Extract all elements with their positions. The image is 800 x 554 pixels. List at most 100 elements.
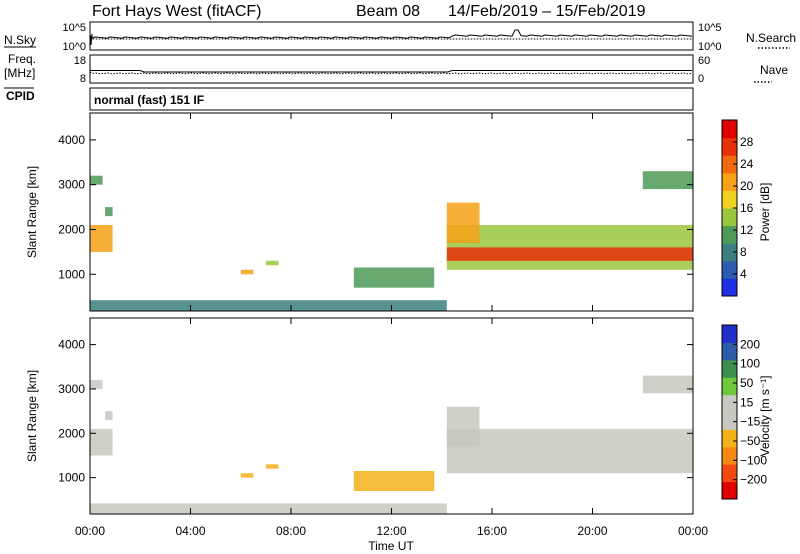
- power-scatter-region-0: [90, 225, 113, 252]
- freq-unit: [MHz]: [4, 66, 35, 80]
- time-tick-label-3: 12:00: [376, 524, 406, 538]
- power-colorbar-swatch-0: [722, 278, 737, 297]
- velocity-colorbar-swatch-7: [722, 359, 737, 378]
- velocity-ylabel: Slant Range [km]: [25, 370, 39, 462]
- velocity-axis-ticks: 1000 2000 3000 4000: [58, 318, 694, 514]
- time-tick-label-2: 08:00: [276, 524, 306, 538]
- nave-tick-bottom: 0: [698, 73, 704, 85]
- power-colorbar-swatch-3: [722, 225, 737, 244]
- power-colorbar-swatch-5: [722, 190, 737, 209]
- velocity-colorbar-tick-label-0: 200: [740, 337, 760, 351]
- power-axis-ticks: 1000 2000 3000 4000: [58, 113, 694, 311]
- velocity-scatter-region-4: [265, 464, 279, 469]
- velocity-scatter-region-1: [90, 380, 103, 389]
- velocity-ytick-label-2: 3000: [58, 382, 85, 396]
- power-scatter-region-2: [105, 207, 113, 217]
- power-colorbar-tick-label-4: 12: [740, 223, 754, 237]
- power-scatter-region-4: [265, 260, 279, 266]
- time-tick-label-4: 16:00: [477, 524, 507, 538]
- power-colorbar-tick-label-6: 4: [740, 267, 747, 281]
- freq-tick-top: 18: [74, 55, 86, 67]
- velocity-colorbar-tick-label-3: 15: [740, 395, 754, 409]
- power-colorbar-tick-label-5: 8: [740, 245, 747, 259]
- power-ytick-label-2: 3000: [58, 178, 85, 192]
- velocity-colorbar-swatch-9: [722, 325, 737, 343]
- freq-tick-bottom: 8: [80, 73, 86, 85]
- power-scatter-region-6: [353, 267, 435, 288]
- time-axis-ticks: 00:00 04:00 08:00 12:00 16:00 20:00 00:00: [75, 524, 708, 538]
- nsky-tick-top: 10^5: [62, 22, 86, 34]
- station-title: Fort Hays West (fitACF): [92, 3, 262, 20]
- beam-label: Beam 08: [356, 3, 420, 20]
- nave-label: Nave: [760, 63, 788, 77]
- nsearch-label: N.Search: [746, 31, 796, 45]
- power-colorbar: 28 24 20 16 12 8 4: [721, 119, 754, 297]
- power-ylabel: Slant Range [km]: [25, 166, 39, 258]
- power-colorbar-swatch-4: [722, 208, 737, 227]
- power-colorbar-swatch-2: [722, 243, 737, 262]
- power-scatter-region-5: [90, 300, 447, 311]
- power-scatter-region-9: [446, 202, 480, 243]
- velocity-colorbar: 200 100 50 15 −15 −50 −100 −200: [721, 324, 767, 500]
- velocity-colorbar-tick-label-6: −100: [740, 453, 767, 467]
- nsearch-series-line: [89, 37, 692, 40]
- time-tick-label-1: 04:00: [175, 524, 205, 538]
- power-ytick-label-0: 1000: [58, 267, 85, 281]
- nave-series-line: [89, 71, 693, 75]
- velocity-scatter-region-3: [240, 473, 254, 478]
- velocity-colorbar-tick-label-4: −15: [740, 415, 761, 429]
- velocity-colorbar-tick-label-5: −50: [740, 434, 761, 448]
- velocity-colorbar-swatch-3: [722, 429, 737, 448]
- power-scatter-region-8: [446, 247, 693, 261]
- nsearch-tick-top: 10^5: [698, 22, 722, 34]
- velocity-colorbar-tick-label-7: −200: [740, 473, 767, 487]
- velocity-scatter-region-2: [105, 411, 113, 420]
- cpid-strip-frame: [89, 87, 694, 111]
- power-colorbar-label: Power [dB]: [758, 183, 772, 242]
- velocity-scatter-region-9: [642, 375, 694, 394]
- time-tick-label-0: 00:00: [75, 524, 105, 538]
- time-tick-label-5: 20:00: [577, 524, 607, 538]
- cpid-text: normal (fast) 151 IF: [94, 93, 204, 107]
- freq-label: Freq.: [8, 52, 36, 66]
- power-colorbar-swatch-7: [722, 155, 737, 174]
- power-colorbar-tick-label-1: 24: [740, 157, 754, 171]
- power-colorbar-swatch-6: [722, 172, 737, 191]
- velocity-colorbar-label: Velocity [m s⁻¹]: [758, 375, 772, 456]
- velocity-scatter-region-5: [90, 503, 447, 514]
- velocity-colorbar-swatch-5: [722, 394, 737, 413]
- freq-strip-frame: [89, 54, 694, 84]
- power-ytick-label-1: 2000: [58, 222, 85, 236]
- velocity-panel: [90, 375, 694, 514]
- power-colorbar-swatch-8: [722, 137, 737, 156]
- power-panel: [90, 171, 694, 311]
- power-colorbar-swatch-9: [722, 120, 737, 139]
- velocity-scatter-region-0: [90, 428, 113, 456]
- velocity-ytick-label-1: 2000: [58, 426, 85, 440]
- velocity-colorbar-swatch-6: [722, 377, 737, 396]
- velocity-colorbar-swatch-8: [722, 342, 737, 361]
- velocity-colorbar-tick-label-1: 100: [740, 357, 760, 371]
- freq-series-line: [89, 69, 692, 73]
- power-scatter-region-1: [90, 175, 103, 185]
- power-scatter-region-10: [642, 171, 694, 190]
- nave-tick-top: 60: [698, 55, 710, 67]
- velocity-scatter-region-8: [446, 406, 480, 447]
- nsky-series-line: [90, 29, 693, 46]
- velocity-scatter-region-7: [446, 428, 693, 474]
- power-ytick-label-3: 4000: [58, 133, 85, 147]
- velocity-ytick-label-3: 4000: [58, 338, 85, 352]
- cpid-label: CPID: [6, 89, 35, 103]
- nsearch-tick-bottom: 10^0: [698, 41, 722, 53]
- time-tick-label-6: 00:00: [678, 524, 708, 538]
- power-scatter-region-3: [240, 269, 254, 275]
- velocity-colorbar-swatch-1: [722, 464, 737, 483]
- nsky-tick-bottom: 10^0: [62, 41, 86, 53]
- velocity-scatter-region-6: [353, 471, 435, 491]
- time-axis-label: Time UT: [368, 539, 414, 553]
- velocity-colorbar-swatch-2: [722, 446, 737, 465]
- power-colorbar-swatch-1: [722, 260, 737, 279]
- velocity-colorbar-tick-label-2: 50: [740, 376, 754, 390]
- power-colorbar-tick-label-0: 28: [740, 135, 754, 149]
